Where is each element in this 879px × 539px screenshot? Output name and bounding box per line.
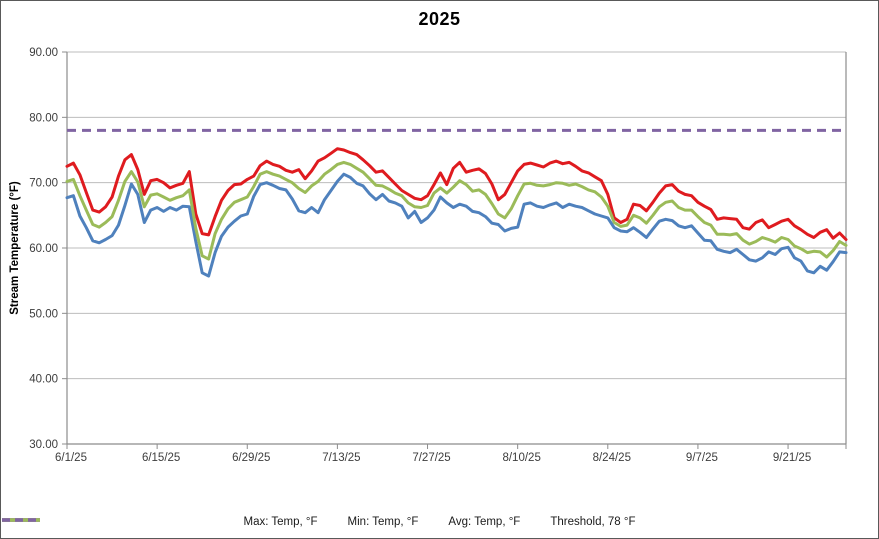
y-axis-tick-label: 30.00 xyxy=(29,439,58,451)
min-series-line xyxy=(65,172,848,278)
y-axis-tick-label: 50.00 xyxy=(29,308,58,320)
x-axis-tick-label: 7/27/25 xyxy=(412,452,450,464)
avg-series-line xyxy=(65,160,848,261)
y-axis-tick-label: 70.00 xyxy=(29,178,58,190)
y-axis-tick-label: 90.00 xyxy=(29,47,58,59)
legend-item: Max: Temp, °F xyxy=(2,516,318,528)
legend-item: Min: Temp, °F xyxy=(2,516,419,528)
x-axis-tick-label: 9/7/25 xyxy=(686,452,718,464)
x-axis-tick-label: 6/1/25 xyxy=(55,452,87,464)
legend-swatch-dashed-icon xyxy=(2,518,40,522)
x-axis-tick-label: 8/10/25 xyxy=(502,452,540,464)
y-axis-tick-label: 40.00 xyxy=(29,374,58,386)
legend-item-label: Threshold, 78 °F xyxy=(550,516,636,528)
legend-item-label: Min: Temp, °F xyxy=(347,516,419,528)
legend-item: Threshold, 78 °F xyxy=(2,516,636,528)
legend-item-label: Avg: Temp, °F xyxy=(448,516,521,528)
legend: Max: Temp, °F Min: Temp, °F Avg: Temp, °F T… xyxy=(1,516,878,528)
x-axis-tick-label: 6/29/25 xyxy=(232,452,270,464)
x-axis-tick-label: 7/13/25 xyxy=(322,452,360,464)
x-axis-tick-label: 6/15/25 xyxy=(142,452,180,464)
y-axis-tick-label: 60.00 xyxy=(29,243,58,255)
chart-title: 2025 xyxy=(418,9,461,29)
max-series-line xyxy=(65,147,848,241)
x-axis-tick-label: 8/24/25 xyxy=(593,452,631,464)
x-axis-tick-label: 9/21/25 xyxy=(773,452,811,464)
y-axis-tick-label: 80.00 xyxy=(29,112,58,124)
legend-item: Avg: Temp, °F xyxy=(2,516,521,528)
legend-item-label: Max: Temp, °F xyxy=(243,516,318,528)
